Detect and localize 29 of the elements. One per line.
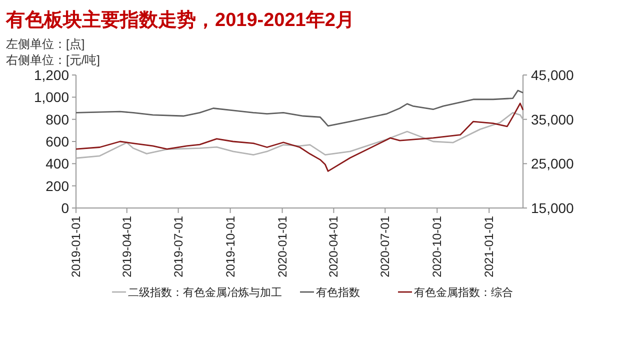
- chart-title: 有色板块主要指数走势，2019-2021年2月: [5, 9, 354, 31]
- legend-label: 有色金属指数：综合: [414, 286, 513, 299]
- y2-tick-label: 25,000: [531, 156, 574, 172]
- legend-label: 有色指数: [316, 287, 360, 299]
- x-tick-label: 2020-04-01: [326, 216, 341, 278]
- line-series: [75, 90, 524, 127]
- x-tick-label: 2019-07-01: [171, 216, 186, 278]
- y-tick-label: 800: [46, 111, 70, 128]
- y2-tick-label: 45,000: [531, 67, 574, 83]
- x-tick-label: 2019-10-01: [223, 216, 238, 278]
- y-tick-label: 1,200: [34, 67, 70, 83]
- y2-tick-label: 15,000: [531, 200, 574, 216]
- y2-tick-label: 35,000: [531, 111, 574, 128]
- x-tick-label: 2020-07-01: [378, 216, 392, 278]
- line-series: [75, 112, 524, 159]
- y-tick-label: 600: [46, 134, 70, 150]
- x-tick-label: 2019-01-01: [69, 216, 83, 278]
- y-tick-label: 400: [46, 156, 70, 172]
- y-tick-label: 200: [46, 178, 70, 194]
- x-tick-label: 2019-04-01: [120, 216, 134, 278]
- text: 右侧单位：[元/吨]: [6, 53, 100, 67]
- x-tick-label: 2021-01-01: [482, 216, 496, 278]
- legend-label: 二级指数：有色金属冶炼与加工: [128, 286, 282, 299]
- y-tick-label: 1,000: [34, 89, 70, 106]
- x-tick-label: 2020-01-01: [275, 216, 290, 278]
- text: 左侧单位：[点]: [6, 37, 85, 51]
- line-series: [75, 102, 524, 172]
- x-tick-label: 2020-10-01: [430, 216, 444, 278]
- y-tick-label: 0: [61, 200, 70, 216]
